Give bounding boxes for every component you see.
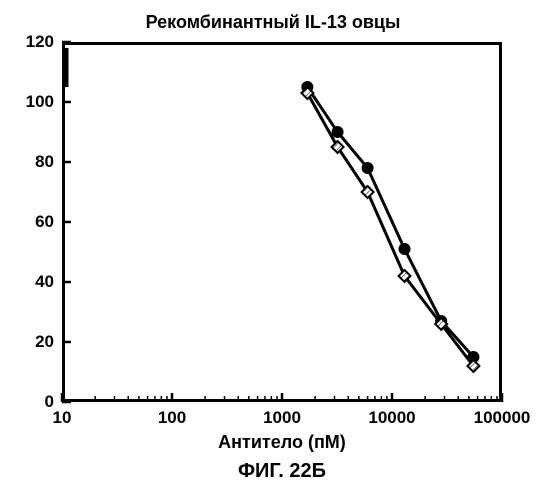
x-tick-label: 10000 [347, 408, 437, 428]
y-tick-label: 80 [35, 152, 54, 172]
chart-root: Рекомбинантный IL-13 овцы Антитело (пМ) … [0, 0, 546, 500]
y-tick-label: 120 [26, 32, 54, 52]
y-tick-label: 60 [35, 212, 54, 232]
x-tick-label: 100000 [457, 408, 546, 428]
y-tick-label: 100 [26, 92, 54, 112]
x-tick-label: 1000 [237, 408, 327, 428]
figure-caption: ФИГ. 22Б [62, 460, 502, 483]
x-axis-label: Антитело (пМ) [62, 432, 502, 453]
y-tick-label: 40 [35, 272, 54, 292]
y-tick-label: 20 [35, 332, 54, 352]
x-tick-label: 100 [127, 408, 217, 428]
x-tick-label: 10 [17, 408, 107, 428]
